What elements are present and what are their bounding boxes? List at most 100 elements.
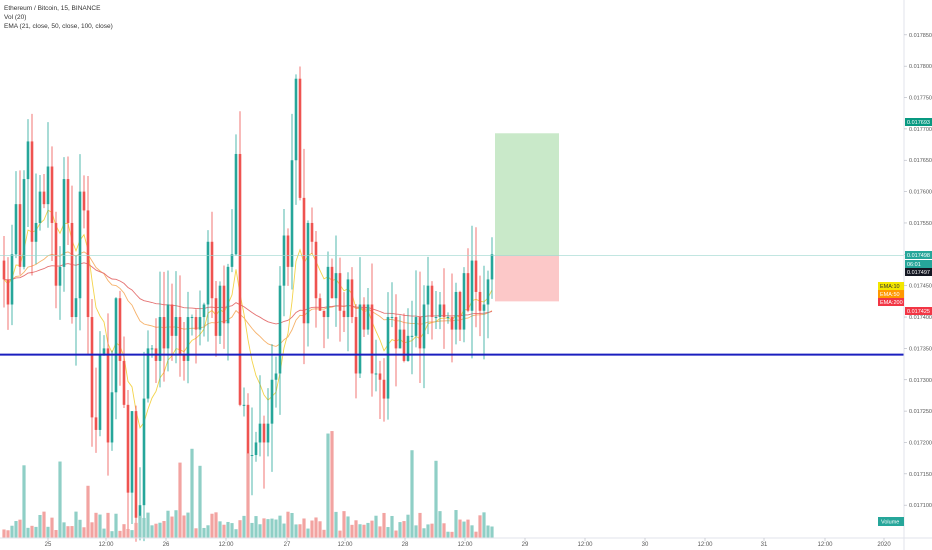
volume-bar bbox=[134, 522, 138, 538]
volume-bar bbox=[486, 525, 490, 538]
y-tick-label: 0.017150 bbox=[909, 472, 932, 478]
volume-bar bbox=[430, 523, 434, 538]
candle bbox=[118, 298, 122, 361]
candle bbox=[310, 222, 314, 242]
volume-bar bbox=[162, 521, 166, 538]
candle bbox=[306, 222, 310, 324]
volume-bar bbox=[26, 527, 30, 538]
volume-bar bbox=[150, 525, 154, 538]
stop-loss-zone[interactable] bbox=[495, 255, 559, 302]
candle bbox=[234, 153, 238, 255]
candle bbox=[322, 310, 326, 318]
candle bbox=[62, 179, 66, 267]
y-tick-label: 0.017550 bbox=[909, 221, 932, 227]
price-tag bbox=[905, 251, 932, 259]
volume-bar bbox=[230, 523, 234, 538]
volume-bar bbox=[186, 512, 190, 538]
candle bbox=[18, 204, 22, 267]
volume-tag-label: Volume bbox=[881, 520, 899, 526]
volume-bar bbox=[174, 510, 178, 538]
volume-bar bbox=[490, 526, 494, 538]
y-tick-label: 0.017700 bbox=[909, 127, 932, 133]
price-tag-label: 0.017693 bbox=[907, 120, 930, 126]
volume-bar bbox=[178, 462, 182, 538]
x-tick-label: 12:00 bbox=[218, 542, 234, 548]
x-tick-label: 26 bbox=[163, 542, 170, 548]
y-tick-label: 0.017650 bbox=[909, 158, 932, 164]
volume-bar bbox=[354, 520, 358, 538]
volume-bar bbox=[206, 525, 210, 538]
volume-bar bbox=[10, 525, 14, 538]
volume-bar bbox=[398, 522, 402, 538]
volume-bar bbox=[402, 521, 406, 538]
volume-bar bbox=[90, 522, 94, 538]
candle bbox=[198, 317, 202, 330]
candle bbox=[86, 210, 90, 318]
candle bbox=[238, 153, 242, 405]
candle bbox=[174, 317, 178, 336]
x-tick-label: 30 bbox=[642, 542, 649, 548]
candle bbox=[2, 260, 6, 280]
candle bbox=[206, 241, 210, 305]
volume-bar bbox=[62, 522, 66, 538]
candle bbox=[110, 392, 114, 443]
volume-bar bbox=[118, 530, 122, 538]
volume-bar bbox=[210, 513, 214, 538]
volume-bar bbox=[58, 461, 62, 538]
volume-bar bbox=[218, 521, 222, 538]
volume-bar bbox=[346, 516, 350, 538]
price-tag-label: 0.017497 bbox=[907, 270, 930, 276]
volume-bar bbox=[238, 520, 242, 538]
volume-bar bbox=[386, 527, 390, 538]
volume-bar bbox=[290, 512, 294, 538]
volume-bar bbox=[318, 521, 322, 538]
ema-tag-label: EMA:10 bbox=[880, 284, 900, 290]
volume-bar bbox=[142, 517, 146, 538]
volume-bar bbox=[166, 510, 170, 538]
candle bbox=[374, 373, 378, 375]
candle bbox=[182, 354, 186, 361]
candle bbox=[318, 298, 322, 311]
candle bbox=[42, 191, 46, 205]
candle bbox=[442, 304, 446, 318]
x-tick-label: 12:00 bbox=[697, 542, 713, 548]
candle bbox=[214, 298, 218, 336]
volume-bar bbox=[262, 518, 266, 538]
volume-bar bbox=[438, 511, 442, 538]
candle bbox=[402, 329, 406, 361]
volume-bar bbox=[122, 524, 126, 538]
volume-bar bbox=[446, 531, 450, 538]
candle bbox=[274, 373, 278, 380]
y-tick-label: 0.017350 bbox=[909, 346, 932, 352]
candle bbox=[46, 166, 50, 205]
candle bbox=[210, 241, 214, 299]
candle bbox=[250, 455, 254, 457]
volume-bar bbox=[330, 431, 334, 538]
ema-tag bbox=[878, 282, 904, 290]
volume-bar bbox=[374, 515, 378, 538]
ema-line-3 bbox=[3, 262, 493, 325]
volume-bar bbox=[246, 453, 250, 538]
y-tick-label: 0.017400 bbox=[909, 315, 932, 321]
volume-bar bbox=[182, 515, 186, 538]
candle bbox=[14, 204, 18, 255]
candle bbox=[126, 404, 130, 493]
candle bbox=[286, 235, 290, 267]
candle bbox=[386, 317, 390, 399]
volume-bar bbox=[30, 525, 34, 538]
volume-bar bbox=[106, 512, 110, 538]
candle bbox=[362, 304, 366, 330]
x-tick-label: 27 bbox=[284, 542, 291, 548]
candle bbox=[418, 317, 422, 349]
volume-bar bbox=[250, 522, 254, 538]
volume-bar bbox=[358, 524, 362, 538]
candle bbox=[202, 304, 206, 318]
profit-target-zone[interactable] bbox=[495, 133, 559, 256]
candle bbox=[66, 179, 70, 223]
volume-bar bbox=[338, 530, 342, 538]
volume-bar bbox=[66, 526, 70, 538]
volume-bar bbox=[254, 516, 258, 538]
y-tick-label: 0.017850 bbox=[909, 33, 932, 39]
ema-indicator-label: EMA (21, close, 50, close, 100, close) bbox=[4, 23, 113, 30]
